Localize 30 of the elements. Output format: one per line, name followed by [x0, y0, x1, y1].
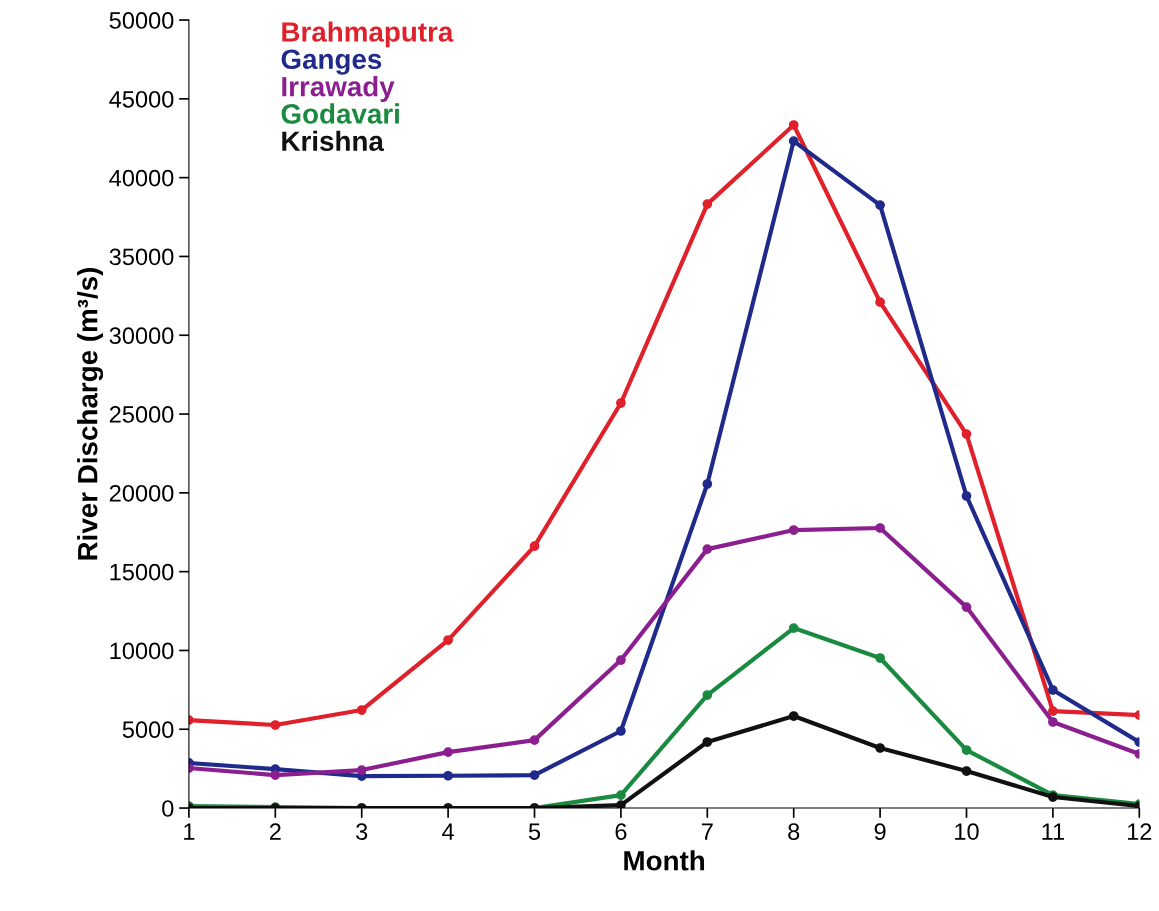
y-tick-label: 40000	[109, 169, 174, 187]
text: Godavari	[281, 103, 399, 124]
x-tick-label: 7	[701, 823, 713, 840]
x-tick-label: 2	[269, 823, 281, 840]
y-tick-label: 25000	[109, 406, 174, 423]
y-tick-label: 0	[162, 800, 174, 817]
x-axis-title: Month	[624, 850, 705, 871]
x-tick-label: 9	[874, 823, 886, 840]
y-tick-label: 35000	[109, 248, 174, 266]
y-tick-label: 20000	[109, 484, 174, 502]
y-tick-label: 5000	[122, 721, 174, 739]
x-tick-label: 1	[184, 823, 195, 840]
y-tick-label: 10000	[110, 642, 174, 660]
x-tick-label: 12	[1127, 823, 1152, 840]
y-tick-label: 30000	[109, 327, 174, 345]
text: Irrawady	[282, 76, 395, 102]
x-tick-label: 4	[442, 823, 454, 840]
text: Brahmaputra	[282, 21, 454, 48]
y-tick-label: 50000	[109, 12, 174, 29]
y-tick-label: 15000	[110, 563, 174, 581]
x-tick-label: 11	[1042, 823, 1065, 840]
text: Krishna	[282, 130, 385, 152]
x-tick-label: 3	[356, 823, 368, 840]
text: Ganges	[281, 49, 382, 75]
x-tick-label: 5	[528, 823, 541, 840]
y-axis-title: River Discharge (m³/s)	[77, 268, 104, 560]
x-tick-label: 8	[788, 823, 800, 840]
x-tick-label: 10	[955, 823, 979, 840]
x-tick-label: 6	[615, 823, 627, 840]
y-tick-label: 45000	[109, 90, 174, 108]
